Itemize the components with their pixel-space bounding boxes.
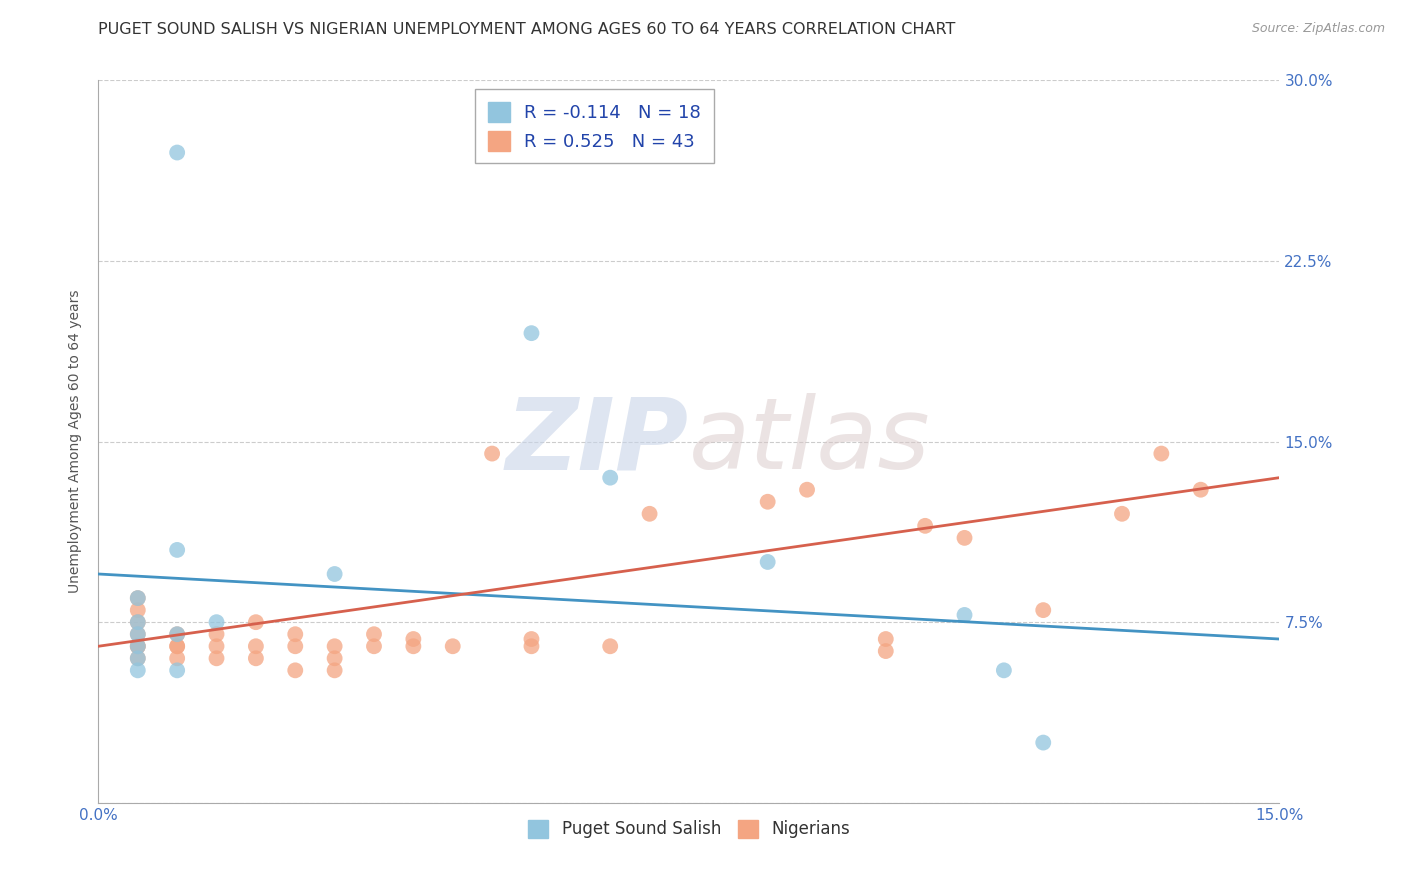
Point [166,627,188,641]
Point [953,607,976,622]
Point [205,639,228,653]
Y-axis label: Unemployment Among Ages 60 to 64 years: Unemployment Among Ages 60 to 64 years [69,290,83,593]
Point [166,639,188,653]
Point [520,632,543,646]
Point [363,639,385,653]
Point [127,627,149,641]
Point [323,664,346,678]
Point [756,494,779,508]
Point [166,664,188,678]
Point [481,446,503,460]
Point [284,639,307,653]
Point [756,555,779,569]
Point [166,145,188,160]
Point [875,632,897,646]
Point [953,531,976,545]
Point [599,470,621,484]
Point [1189,483,1212,497]
Point [127,615,149,630]
Point [205,615,228,630]
Point [166,639,188,653]
Point [520,326,543,340]
Point [599,639,621,653]
Point [205,651,228,665]
Point [402,632,425,646]
Point [402,639,425,653]
Text: PUGET SOUND SALISH VS NIGERIAN UNEMPLOYMENT AMONG AGES 60 TO 64 YEARS CORRELATIO: PUGET SOUND SALISH VS NIGERIAN UNEMPLOYM… [98,22,956,37]
Point [127,639,149,653]
Point [284,664,307,678]
Point [993,664,1015,678]
Point [796,483,818,497]
Text: Source: ZipAtlas.com: Source: ZipAtlas.com [1251,22,1385,36]
Point [875,644,897,658]
Point [638,507,661,521]
Point [323,567,346,582]
Point [166,542,188,557]
Point [127,651,149,665]
Point [323,651,346,665]
Point [245,615,267,630]
Point [1032,735,1054,749]
Point [1150,446,1173,460]
Point [127,591,149,605]
Text: atlas: atlas [689,393,931,490]
Point [245,651,267,665]
Legend: Puget Sound Salish, Nigerians: Puget Sound Salish, Nigerians [522,813,856,845]
Point [127,627,149,641]
Point [245,639,267,653]
Point [1111,507,1133,521]
Point [441,639,464,653]
Point [127,639,149,653]
Point [323,639,346,653]
Point [914,518,936,533]
Point [166,627,188,641]
Point [127,603,149,617]
Point [166,651,188,665]
Point [205,627,228,641]
Point [127,639,149,653]
Text: ZIP: ZIP [506,393,689,490]
Point [363,627,385,641]
Point [284,627,307,641]
Point [520,639,543,653]
Point [127,615,149,630]
Point [127,664,149,678]
Point [127,651,149,665]
Point [127,591,149,605]
Point [1032,603,1054,617]
